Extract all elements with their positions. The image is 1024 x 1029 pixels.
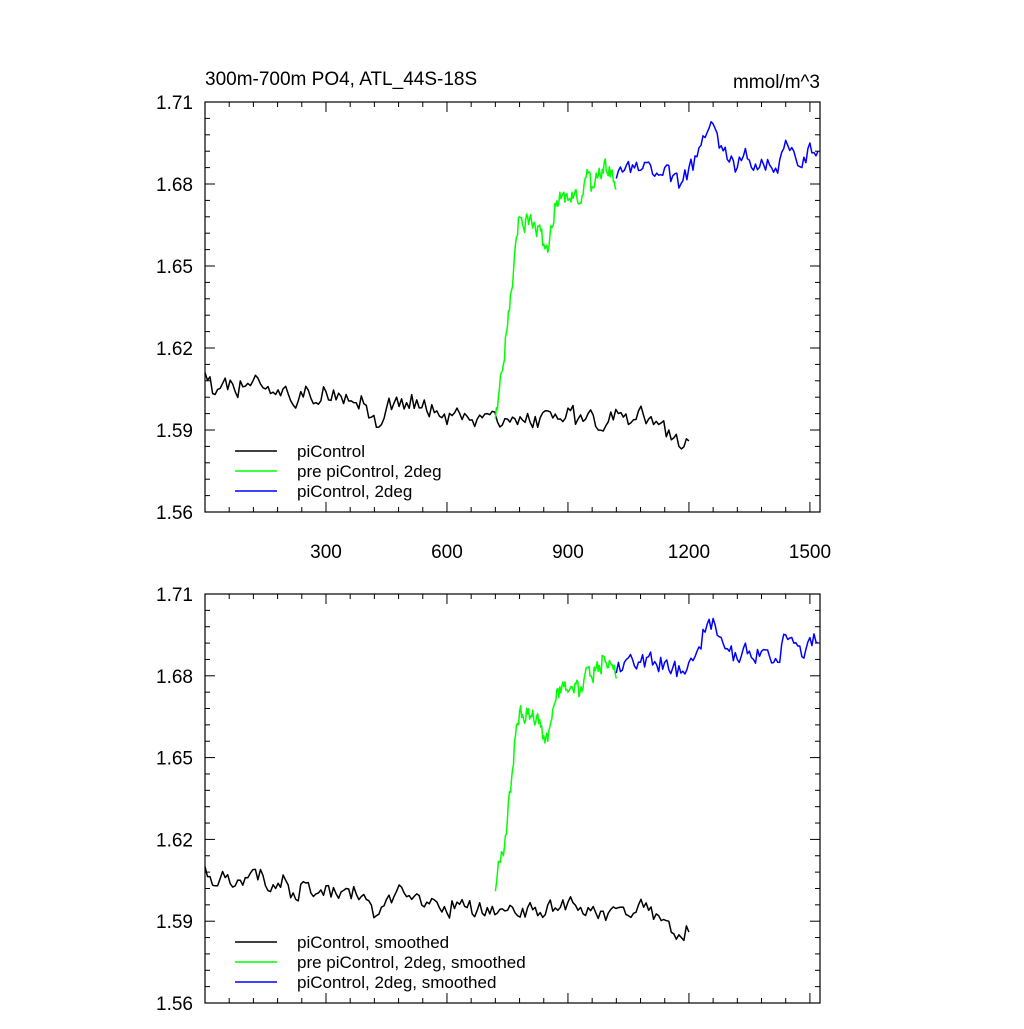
panel-1-legend-label-2: pre piControl, 2deg	[297, 462, 442, 481]
panel-1-legend-label-1: piControl	[297, 442, 365, 461]
panel-2-series-line-3	[615, 617, 819, 678]
panel-1-y-tick-label: 1.56	[156, 503, 193, 524]
panel-2-y-tick-label: 1.71	[156, 585, 193, 606]
panel-1-units-label: mmol/m^3	[733, 72, 820, 93]
panel-1-y-tick-label: 1.62	[156, 339, 193, 360]
panel-1-y-tick-label: 1.65	[156, 257, 193, 278]
panel-1-y-tick-label: 1.71	[156, 93, 193, 114]
panel-2-y-tick-label: 1.65	[156, 749, 193, 770]
panel-2-legend-label-2: pre piControl, 2deg, smoothed	[297, 953, 526, 972]
panel-1-legend-label-3: piControl, 2deg	[297, 482, 412, 501]
panel-1-y-tick-label: 1.68	[156, 175, 193, 196]
panel-1-plot-frame	[204, 101, 821, 513]
panel-2-legend-label-3: piControl, 2deg, smoothed	[297, 973, 496, 992]
panel-2-y-tick-label: 1.59	[156, 912, 193, 933]
panel-1-x-tick-label: 300	[310, 542, 342, 563]
panel-2-y-tick-label: 1.56	[156, 994, 193, 1015]
panel-2-legend-label-1: piControl, smoothed	[297, 933, 449, 952]
panel-1-series-line-3	[615, 120, 819, 189]
panel-1-x-tick-label: 600	[431, 542, 463, 563]
panel-1-y-tick-label: 1.59	[156, 421, 193, 442]
panel-2-y-tick-label: 1.62	[156, 830, 193, 851]
panel-1-x-tick-label: 1200	[668, 542, 710, 563]
panel-2-y-tick-label: 1.68	[156, 667, 193, 688]
panel-1-title: 300m-700m PO4, ATL_44S-18S	[205, 69, 477, 90]
panel-1-series-line-1	[204, 372, 690, 450]
panel-1-x-tick-label: 900	[552, 542, 584, 563]
panel-2-series-line-2	[494, 654, 618, 892]
panel-1-series-line-2	[494, 158, 617, 420]
panel-2-series-line-1	[204, 866, 690, 942]
panel-2-plot-frame	[204, 593, 821, 1004]
panel-1-x-tick-label: 1500	[789, 542, 831, 563]
